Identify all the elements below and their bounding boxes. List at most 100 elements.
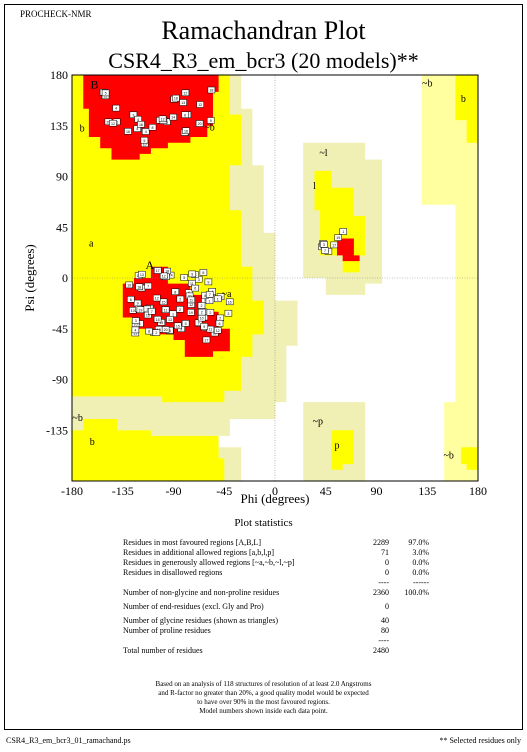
statistics-percent: 100.0% [395,588,429,598]
statistics-percent: 3.0% [395,548,429,558]
data-point: 9 [189,271,196,277]
data-point: 16 [125,128,132,134]
statistics-row: Total number of residues 2480 [123,646,443,656]
statistics-row: Number of non-glycine and non-proline re… [123,588,443,598]
data-point: 12 [160,273,167,279]
svg-text:4: 4 [115,107,117,111]
svg-text:5: 5 [183,276,185,280]
region-label: ~b [72,413,82,424]
analysis-note-line: Based on an analysis of 118 structures o… [0,680,527,689]
statistics-count: 0 [359,558,389,568]
y-axis-label: Psi (degrees) [22,244,37,312]
statistics-percent: 0.0% [395,558,429,568]
svg-text:9: 9 [191,273,193,277]
data-point: 1 [170,311,177,317]
svg-text:18: 18 [174,97,178,101]
statistics-label: Number of non-glycine and non-proline re… [123,588,279,598]
y-tick-label: 0 [62,271,68,285]
svg-text:4: 4 [134,329,136,333]
svg-text:4: 4 [145,130,147,134]
svg-text:12: 12 [162,275,166,279]
data-point: 12 [110,120,117,126]
svg-text:12: 12 [183,91,187,95]
data-point: 16 [183,128,190,134]
svg-text:11: 11 [164,308,168,312]
svg-text:14: 14 [171,116,175,120]
data-point: 17 [203,337,210,343]
svg-text:7: 7 [147,285,149,289]
svg-text:16: 16 [139,123,143,127]
x-tick-label: -45 [216,484,232,498]
analysis-note-line: to have over 90% in the most favoured re… [0,698,527,707]
footer-filename: CSR4_R3_em_bcr3_01_ramachand.ps [6,736,131,745]
data-point: 2 [153,330,160,336]
data-point: 2 [198,309,205,315]
svg-text:1: 1 [172,312,174,316]
data-point: 7 [145,283,152,289]
svg-text:16: 16 [126,130,130,134]
region-label: p [335,440,340,451]
statistics-count: 2289 [359,538,389,548]
data-point: 9 [201,323,208,329]
svg-text:11: 11 [209,328,213,332]
data-point: 16 [138,121,145,127]
svg-text:4: 4 [136,127,138,131]
x-tick-label: -90 [166,484,182,498]
svg-text:1: 1 [217,297,219,301]
region-label: ~p [313,417,323,428]
svg-text:3: 3 [227,312,229,316]
svg-text:12: 12 [189,303,193,307]
svg-text:17: 17 [156,269,160,273]
statistics-label: Number of end-residues (excl. Gly and Pr… [123,602,264,612]
svg-text:2: 2 [201,304,203,308]
x-axis-label: Phi (degrees) [241,491,310,506]
svg-text:6: 6 [130,298,132,302]
statistics-count: 2480 [359,646,389,656]
x-tick-label: 90 [371,484,383,498]
data-point: 12 [159,116,166,122]
data-point: 14 [170,114,177,120]
svg-text:3: 3 [135,319,137,323]
statistics-row: Number of end-residues (excl. Gly and Pr… [123,602,443,612]
svg-text:7: 7 [151,310,153,314]
region-label: b [90,437,95,448]
data-point: 6 [216,320,223,326]
statistics-label: Number of glycine residues (shown as tri… [123,616,278,626]
data-point: 10 [198,315,205,321]
svg-text:5: 5 [185,322,187,326]
x-tick-label: 135 [418,484,436,498]
data-point: 2 [207,309,214,315]
svg-text:18: 18 [137,285,141,289]
data-point: 15 [154,316,161,322]
data-point: 6 [192,285,199,291]
data-point: 15 [160,299,167,305]
svg-text:2: 2 [179,308,181,312]
footer-selected-note: ** Selected residues only [439,736,521,745]
svg-text:7: 7 [209,293,211,297]
data-point: 19 [335,235,342,241]
y-tick-label: -45 [52,322,68,336]
data-point: 4 [132,327,139,333]
statistics-row: Number of proline residues 80 [123,626,443,636]
data-point: 2 [198,303,205,309]
svg-text:3: 3 [323,243,325,247]
data-point: 3 [225,310,232,316]
region-label: A [145,258,154,272]
region-label: l [313,181,316,192]
data-point: 8 [146,328,153,334]
data-point: 7 [148,308,155,314]
data-point: 18 [208,87,215,93]
data-point: 13 [180,100,187,106]
svg-text:13: 13 [168,318,172,322]
svg-text:2: 2 [201,311,203,315]
data-point: 2 [177,306,184,312]
svg-text:1: 1 [342,230,344,234]
statistics-count: 0 [359,602,389,612]
svg-text:1: 1 [209,299,211,303]
data-point: 13 [167,316,174,322]
statistics-row: Residues in additional allowed regions [… [123,548,443,558]
svg-text:6: 6 [184,113,186,117]
region-label: a [89,238,94,249]
y-tick-label: -90 [52,373,68,387]
svg-text:9: 9 [137,302,139,306]
